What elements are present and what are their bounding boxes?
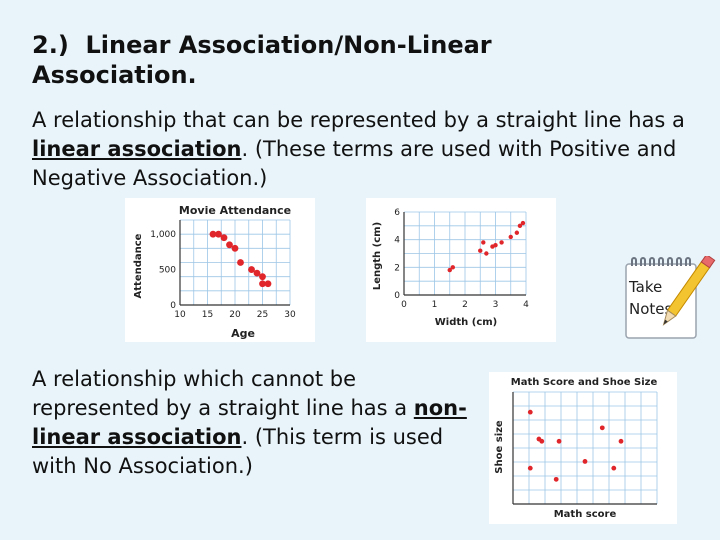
non-linear-definition-text-1: A relationship which cannot be represent… (32, 367, 414, 420)
chart2-x-tick-label: 2 (462, 300, 468, 310)
chart3-xlabel: Math score (554, 509, 617, 520)
title-line-1: Linear Association/Non-Linear (85, 31, 492, 59)
notes-line-1: Take (628, 278, 662, 296)
chart1-point (226, 241, 233, 249)
chart2-ylabel: Length (cm) (372, 222, 383, 290)
chart2-x-tick-label: 0 (401, 300, 407, 310)
chart1-x-tick-label: 30 (284, 310, 296, 320)
chart2-point (447, 267, 452, 273)
chart3-point (556, 438, 562, 444)
chart3-point (618, 438, 624, 444)
chart1-x-tick-label: 20 (229, 310, 241, 320)
notepad-pencil-icon: Take Notes (625, 253, 716, 339)
chart1-y-tick-label: 0 (170, 301, 176, 311)
length-width-chart: Length (cm) Width (cm) 0 1 2 3 4 0 2 4 6 (366, 198, 556, 342)
chart2-point (514, 230, 520, 235)
chart2-y-tick-label: 2 (394, 263, 400, 273)
chart2-xlabel: Width (cm) (435, 317, 498, 328)
chart1-point (259, 280, 266, 288)
linear-definition-text-2: . (These terms are used with Positive an… (32, 137, 677, 190)
chart2-point (508, 234, 513, 240)
chart3-point (553, 476, 559, 482)
linear-definition-text-1: A relationship that can be represented b… (32, 108, 685, 132)
title-line-2: Association. (32, 61, 197, 89)
term-linear-association: linear association (32, 137, 242, 161)
movie-attendance-chart: Movie Attendance Attendance Age 10 15 20 25… (125, 198, 315, 342)
chart3-point (582, 459, 588, 464)
chart1-y-tick-label: 500 (159, 266, 176, 276)
term-non-linear-association: non-linear association (32, 396, 467, 449)
chart3-point (527, 465, 533, 471)
take-notes-icon: Take Notes (620, 253, 720, 342)
chart2-point (481, 240, 486, 245)
slide-title: 2.) Linear Association/Non-Linear Associ… (32, 30, 682, 90)
chart1-x-tick-label: 15 (202, 310, 213, 320)
chart2-point (450, 265, 455, 270)
chart3-title: Math Score and Shoe Size (511, 377, 658, 388)
chart3-point (611, 465, 617, 471)
chart1-x-tick-label: 25 (257, 310, 268, 320)
math-shoe-chart: Math Score and Shoe Size Shoe size Math … (489, 372, 677, 524)
title-number: 2.) (32, 31, 69, 59)
chart2-x-tick-label: 3 (493, 300, 499, 310)
chart1-point (231, 244, 239, 252)
chart3-point (536, 436, 542, 442)
chart1-point (248, 266, 255, 273)
chart3-point (527, 409, 533, 415)
non-linear-definition: A relationship which cannot be represent… (32, 365, 472, 481)
chart2-grid (403, 211, 527, 296)
chart3-point (599, 425, 605, 431)
chart2-point (520, 220, 526, 226)
chart1-xlabel: Age (231, 327, 255, 340)
chart1-ylabel: Attendance (133, 233, 144, 298)
length-width-svg: Length (cm) Width (cm) 0 1 2 3 4 0 2 4 6 (372, 208, 529, 328)
chart2-y-tick-label: 4 (394, 236, 400, 246)
chart1-point (264, 280, 272, 288)
math-shoe-svg: Math Score and Shoe Size Shoe size Math … (494, 377, 658, 520)
chart1-x-tick-label: 10 (174, 310, 186, 320)
chart2-point (499, 240, 504, 245)
chart1-point (253, 269, 261, 277)
chart2-point (484, 251, 489, 256)
notes-line-2: Notes (629, 300, 673, 318)
chart1-point (237, 259, 244, 266)
movie-attendance-svg: Movie Attendance Attendance Age 10 15 20 25… (133, 204, 296, 340)
chart2-x-tick-label: 1 (432, 300, 438, 310)
linear-definition: A relationship that can be represented b… (32, 106, 702, 193)
chart1-title: Movie Attendance (179, 204, 291, 217)
non-linear-definition-text-2: . (This term is used with No Association… (32, 425, 444, 478)
chart2-point (493, 243, 498, 248)
chart2-point (517, 223, 523, 229)
chart3-ylabel: Shoe size (494, 420, 505, 474)
chart1-point (209, 230, 217, 238)
chart2-y-tick-label: 6 (394, 208, 400, 218)
chart1-point (259, 273, 266, 281)
chart1-point (215, 230, 222, 238)
chart2-point (478, 248, 483, 253)
chart2-y-tick-label: 0 (394, 291, 400, 301)
chart3-grid (512, 391, 658, 505)
chart2-x-tick-label: 4 (523, 300, 529, 310)
chart1-point (220, 234, 228, 242)
chart1-grid (179, 219, 291, 306)
chart1-y-tick-label: 1,000 (150, 230, 176, 240)
